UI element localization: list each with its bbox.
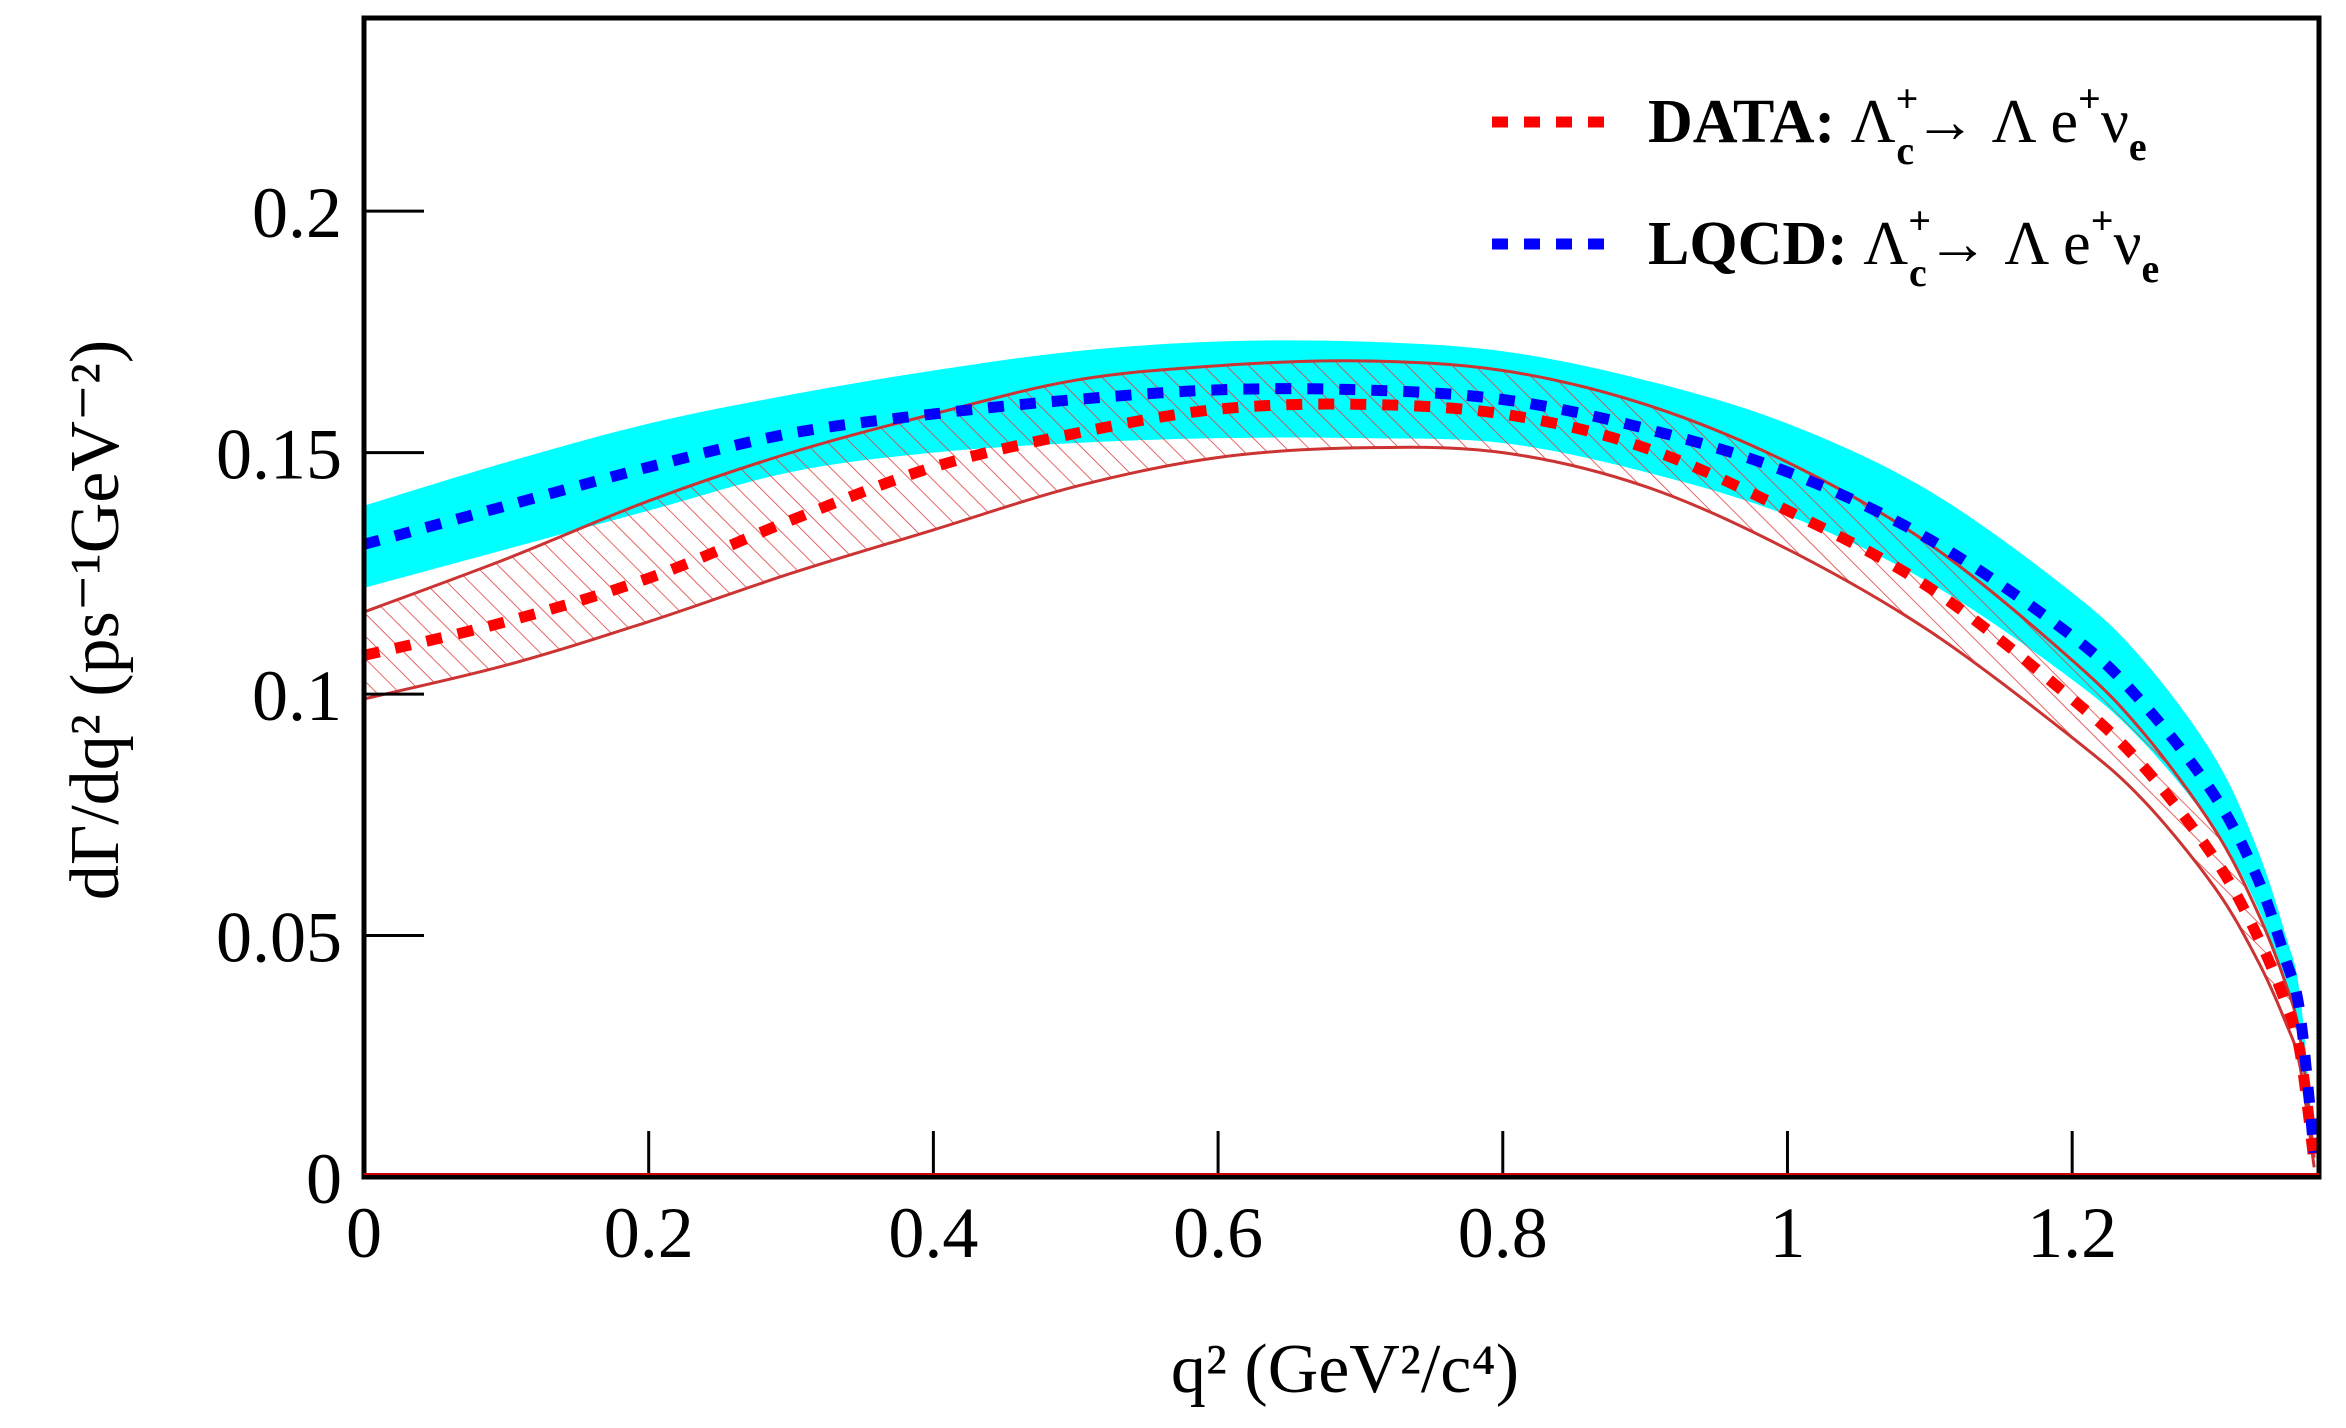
x-tick-label: 0.8 [1458,1193,1548,1273]
x-tick-label: 0.2 [604,1193,694,1273]
x-tick-label: 0.4 [888,1193,978,1273]
series-line-data [364,398,2319,1164]
legend: DATA: Λ+ c→ Λ e+νe LQCD: Λ+ c→ Λ e+νe [1492,76,2159,295]
y-tick-label: 0.15 [216,415,342,495]
series-line-lqcd [364,383,2319,1154]
y-tick-label: 0.1 [252,656,342,736]
x-tick-label: 1 [1769,1193,1805,1273]
legend-label-data: DATA: Λ+ c→ Λ e+νe [1648,76,2147,173]
y-axis-label: dΓ/dq² (ps⁻¹GeV⁻²) [57,340,134,900]
y-tick-label: 0 [306,1139,342,1219]
band-lower-edge-data [364,445,2316,1168]
x-tick-label: 1.2 [2027,1193,2117,1273]
x-axis-label: q² (GeV²/c⁴) [1171,1331,1519,1408]
y-tick-label: 0.05 [216,898,342,978]
x-tick-label: 0.6 [1173,1193,1263,1273]
band-data [364,360,2315,1168]
plot-frame [361,15,2322,1180]
x-tick-label: 0 [346,1193,382,1273]
legend-label-lqcd: LQCD: Λ+ c→ Λ e+νe [1648,198,2159,295]
y-tick-label: 0.2 [252,173,342,253]
band-upper-edge-data [364,359,2316,1158]
